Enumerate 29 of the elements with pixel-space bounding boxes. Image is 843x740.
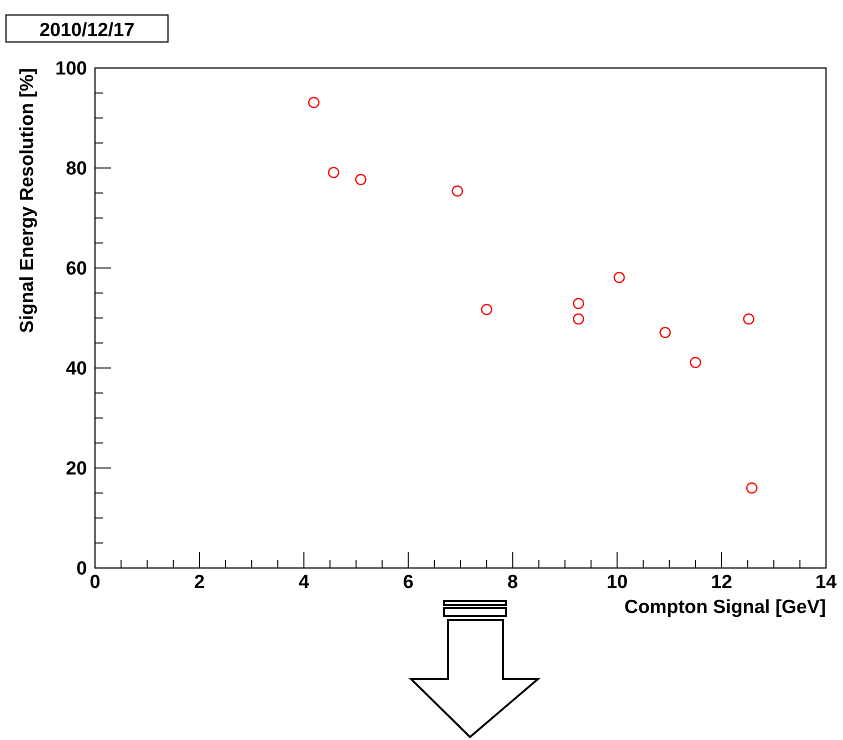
y-tick-label: 20 bbox=[66, 458, 87, 480]
point bbox=[660, 326, 671, 338]
x-tick-label: 14 bbox=[815, 572, 837, 593]
y-tick-label: 60 bbox=[66, 258, 87, 280]
y-tick-label: 40 bbox=[66, 358, 87, 380]
x-axis-title: Compton Signal [GeV] bbox=[624, 597, 826, 618]
point bbox=[572, 298, 584, 310]
point bbox=[452, 185, 464, 197]
x-tick-label: 10 bbox=[606, 572, 628, 593]
point bbox=[355, 174, 366, 186]
y-tick-label: 0 bbox=[76, 558, 87, 580]
x-tick-label: 2 bbox=[194, 572, 205, 593]
point bbox=[614, 272, 625, 284]
text: 2010/12/17 bbox=[39, 20, 135, 41]
x-tick-label: 4 bbox=[298, 572, 310, 593]
point bbox=[746, 482, 758, 494]
x-tick-label: 8 bbox=[507, 572, 518, 593]
x-tick-label: 0 bbox=[90, 572, 100, 593]
y-tick-label: 80 bbox=[66, 158, 87, 180]
y-axis-title: Signal Energy Resolution [%] bbox=[17, 68, 38, 333]
point bbox=[480, 304, 492, 316]
point bbox=[743, 313, 754, 325]
y-tick-label: 100 bbox=[55, 58, 87, 80]
point bbox=[328, 166, 340, 178]
point bbox=[690, 356, 702, 368]
point bbox=[308, 96, 320, 108]
point bbox=[572, 313, 584, 325]
x-tick-label: 12 bbox=[711, 572, 732, 593]
x-tick-label: 6 bbox=[402, 572, 414, 593]
